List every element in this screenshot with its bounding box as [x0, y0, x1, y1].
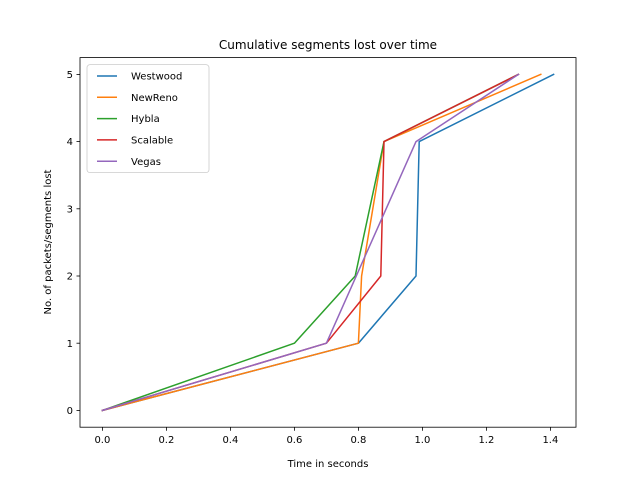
- legend-frame: [86, 64, 210, 173]
- x-tick-label: 0.4: [222, 435, 238, 446]
- x-tick-label: 1.4: [542, 435, 558, 446]
- ticks-layer: 0.0 0.2 0.4 0.6 0.8 1.0 1.2 1.4 0 1 2 3 4 5: [67, 70, 559, 446]
- y-tick-label: 2: [67, 272, 73, 283]
- plot-area-frame: [79, 57, 577, 428]
- x-tick-label: 1.0: [414, 435, 430, 446]
- legend-label-scalable: Scalable: [131, 136, 173, 147]
- x-tick-label: 0.6: [286, 435, 302, 446]
- legend-label-vegas: Vegas: [131, 157, 161, 168]
- x-tick-label: 0.0: [94, 435, 110, 446]
- x-tick-label: 0.2: [158, 435, 174, 446]
- chart-title: Cumulative segments lost over time: [219, 38, 437, 52]
- y-tick-label: 3: [67, 204, 73, 215]
- legend-label-westwood: Westwood: [131, 72, 182, 83]
- y-tick-label: 1: [67, 339, 73, 350]
- x-tick-label: 1.2: [478, 435, 494, 446]
- y-tick-label: 5: [67, 70, 73, 81]
- x-axis-label: Time in seconds: [287, 459, 369, 470]
- x-tick-label: 0.8: [350, 435, 366, 446]
- series-layer: [101, 73, 555, 412]
- y-tick-label: 4: [67, 137, 73, 148]
- legend-label-newreno: NewReno: [131, 93, 178, 104]
- legend-label-hybla: Hybla: [131, 114, 160, 125]
- legend: Westwood NewReno Hybla Scalable Vegas: [86, 64, 210, 173]
- y-axis-label: No. of packets/segments lost: [43, 169, 54, 314]
- series-line-newreno: [101, 73, 542, 412]
- series-line-vegas: [101, 73, 520, 412]
- y-tick-label: 0: [67, 406, 73, 417]
